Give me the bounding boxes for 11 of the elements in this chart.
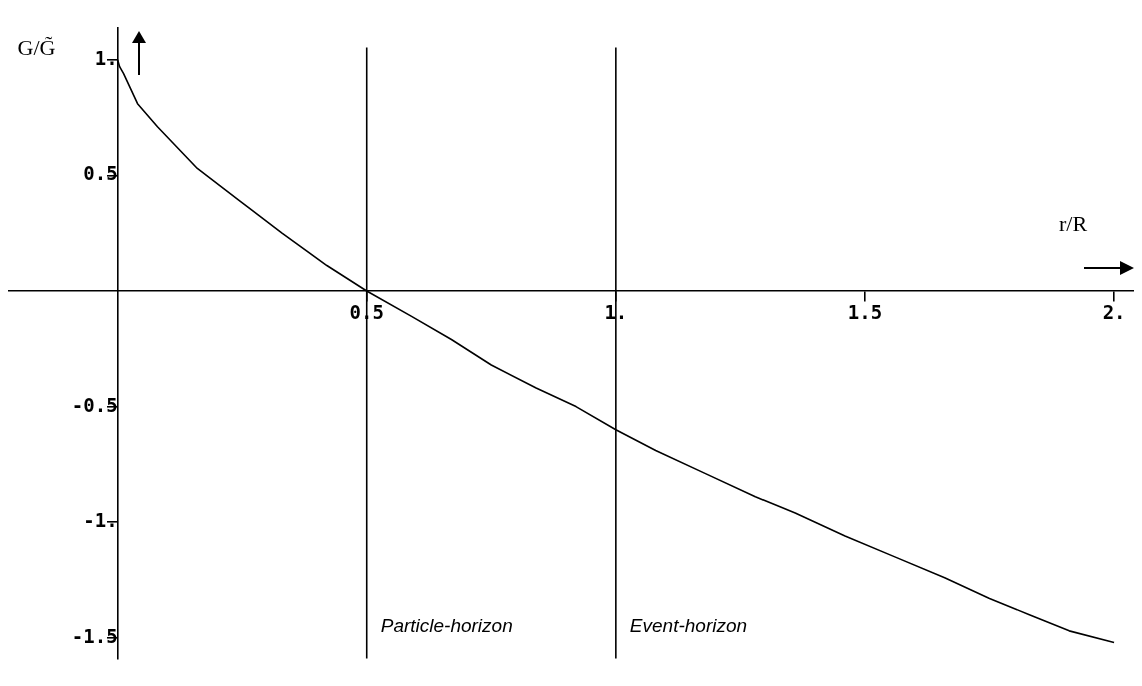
y-axis-title: G/G̃	[17, 35, 56, 62]
x-tick-label: 1.5	[847, 301, 883, 324]
ref-line-label: Event-horizon	[629, 614, 748, 636]
y-tick-label: -0.5	[71, 393, 118, 416]
x-tick-label: 2.	[1102, 301, 1126, 324]
y-tick-label: 1.	[94, 46, 118, 69]
y-tick-label: -1.5	[71, 624, 118, 647]
x-axis-title: r/R	[1059, 210, 1088, 237]
y-tick-label: 0.5	[83, 162, 118, 185]
y-tick-label: -1.	[83, 509, 118, 532]
ref-line-label: Particle-horizon	[380, 614, 513, 636]
